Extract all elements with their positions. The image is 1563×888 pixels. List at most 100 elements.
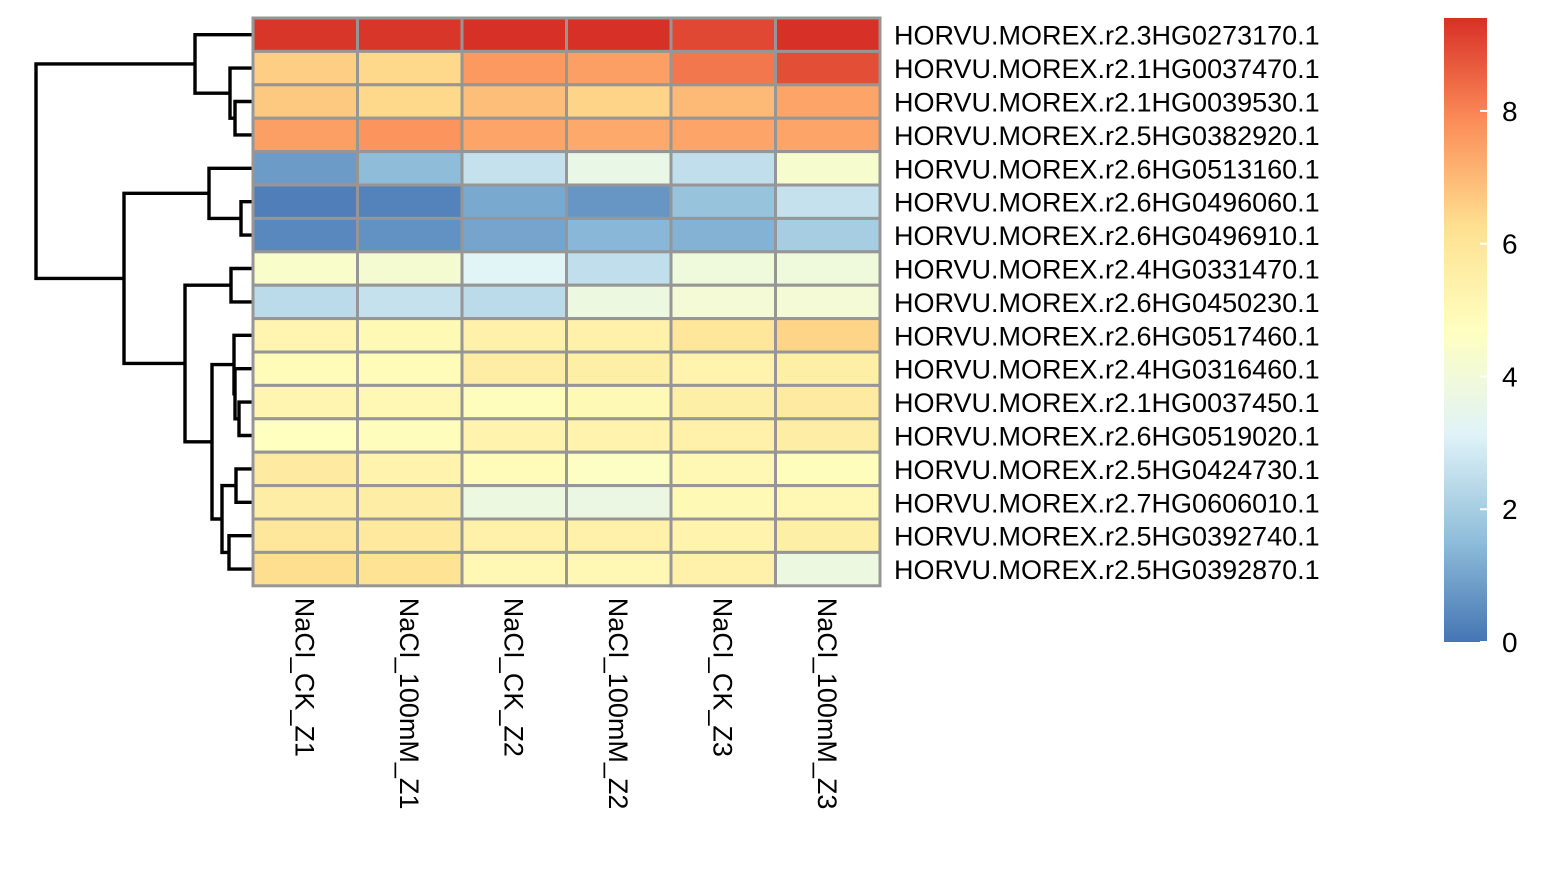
dendrogram-branch	[234, 467, 253, 504]
heatmap-cell	[251, 116, 359, 154]
color-legend-ticks: 0 2 4 6 8	[1480, 96, 1518, 658]
legend-tick-label: 2	[1502, 494, 1518, 525]
heatmap-cell	[669, 417, 777, 454]
heatmap-cell	[565, 150, 673, 187]
row-label: HORVU.MOREX.r2.7HG0606010.1	[894, 488, 1320, 518]
heatmap-cell	[460, 317, 568, 354]
column-label: NaCl_CK_Z3	[707, 598, 737, 757]
heatmap-cell	[251, 183, 359, 220]
heatmap-cell	[460, 350, 568, 387]
row-labels: HORVU.MOREX.r2.3HG0273170.1HORVU.MOREX.r…	[894, 21, 1320, 585]
heatmap-cell	[774, 150, 882, 187]
heatmap-cell	[251, 317, 359, 354]
heatmap-cell	[356, 517, 464, 554]
heatmap-cell	[356, 317, 464, 354]
heatmap-cell	[460, 150, 568, 187]
heatmap-cell	[356, 484, 464, 521]
heatmap-cell	[251, 16, 359, 53]
dendrogram-branch	[233, 99, 253, 137]
heatmap-cell	[460, 183, 568, 220]
row-label: HORVU.MOREX.r2.6HG0513160.1	[894, 154, 1320, 184]
heatmap-cell	[356, 250, 464, 287]
heatmap-cell	[460, 383, 568, 421]
row-label: HORVU.MOREX.r2.6HG0450230.1	[894, 288, 1320, 318]
row-label: HORVU.MOREX.r2.4HG0316460.1	[894, 355, 1320, 385]
heatmap-cell	[669, 83, 777, 120]
heatmap-cell	[460, 250, 568, 287]
heatmap-cell	[565, 450, 673, 488]
column-label: NaCl_CK_Z2	[498, 598, 528, 757]
heatmap-cell	[565, 550, 673, 588]
heatmap-cell	[356, 216, 464, 254]
heatmap-cell	[565, 83, 673, 120]
heatmap-cell	[356, 350, 464, 387]
heatmap-cell	[460, 49, 568, 87]
dendrogram-branch	[207, 166, 253, 221]
row-label: HORVU.MOREX.r2.5HG0424730.1	[894, 455, 1320, 485]
heatmap-cell	[356, 16, 464, 53]
heatmap-cell	[669, 16, 777, 53]
heatmap-cell	[565, 49, 673, 87]
heatmap-cell	[774, 450, 882, 488]
dendrogram-branch	[237, 400, 253, 438]
dendrogram-branch	[239, 200, 253, 237]
dendrogram-branch	[34, 62, 195, 281]
heatmap-cell	[460, 283, 568, 321]
heatmap-cell	[774, 484, 882, 521]
legend-tick-label: 4	[1502, 361, 1518, 392]
heatmap-cell	[669, 517, 777, 554]
heatmap-cell	[356, 116, 464, 154]
dendrogram-branch	[122, 191, 209, 366]
heatmap-cell	[565, 517, 673, 554]
heatmap-cell	[774, 517, 882, 554]
heatmap-cell	[460, 116, 568, 154]
heatmap-cell	[251, 250, 359, 287]
heatmap-cell	[565, 116, 673, 154]
heatmap-cell	[356, 150, 464, 187]
heatmap-cell	[774, 383, 882, 421]
heatmap-cell	[774, 350, 882, 387]
heatmap-cell	[774, 317, 882, 354]
heatmap-cell	[565, 250, 673, 287]
heatmap-cell	[460, 83, 568, 120]
column-label: NaCl_CK_Z1	[289, 598, 319, 757]
heatmap-cell	[356, 83, 464, 120]
legend-tick-label: 8	[1502, 96, 1518, 127]
heatmap-cell	[774, 16, 882, 53]
row-label: HORVU.MOREX.r2.4HG0331470.1	[894, 255, 1320, 285]
heatmap-cell	[565, 216, 673, 254]
heatmap-cell	[356, 550, 464, 588]
row-label: HORVU.MOREX.r2.6HG0496060.1	[894, 188, 1320, 218]
heatmap-cell	[565, 16, 673, 53]
heatmap-cell	[356, 450, 464, 488]
heatmap-cell	[669, 350, 777, 387]
heatmap-cell	[774, 550, 882, 588]
row-dendrogram	[34, 33, 253, 571]
heatmap-cell	[774, 216, 882, 254]
heatmap-cell	[460, 417, 568, 454]
heatmap-cell	[251, 150, 359, 187]
heatmap-cell	[460, 550, 568, 588]
heatmap-cell	[669, 317, 777, 354]
heatmap-cell	[669, 450, 777, 488]
row-label: HORVU.MOREX.r2.5HG0382920.1	[894, 121, 1320, 151]
row-label: HORVU.MOREX.r2.1HG0037470.1	[894, 54, 1320, 84]
legend-tick-label: 0	[1502, 627, 1518, 658]
heatmap-cell	[774, 49, 882, 87]
heatmap-cell	[460, 484, 568, 521]
heatmap-cell	[251, 383, 359, 421]
heatmap-cell	[251, 517, 359, 554]
heatmap-cells	[251, 16, 882, 588]
row-label: HORVU.MOREX.r2.3HG0273170.1	[894, 21, 1320, 51]
dendrogram-branch	[193, 33, 253, 95]
heatmap-cell	[251, 283, 359, 321]
heatmap-cell	[669, 216, 777, 254]
column-labels: NaCl_CK_Z1 NaCl_100mM_Z1 NaCl_CK_Z2 NaCl_10…	[289, 598, 842, 810]
column-label: NaCl_100mM_Z2	[603, 598, 633, 810]
heatmap-cell	[669, 383, 777, 421]
heatmap-cell	[669, 49, 777, 87]
heatmap-cell	[460, 16, 568, 53]
heatmap-cell	[356, 383, 464, 421]
heatmap-cell	[251, 484, 359, 521]
column-label: NaCl_100mM_Z3	[812, 598, 842, 810]
